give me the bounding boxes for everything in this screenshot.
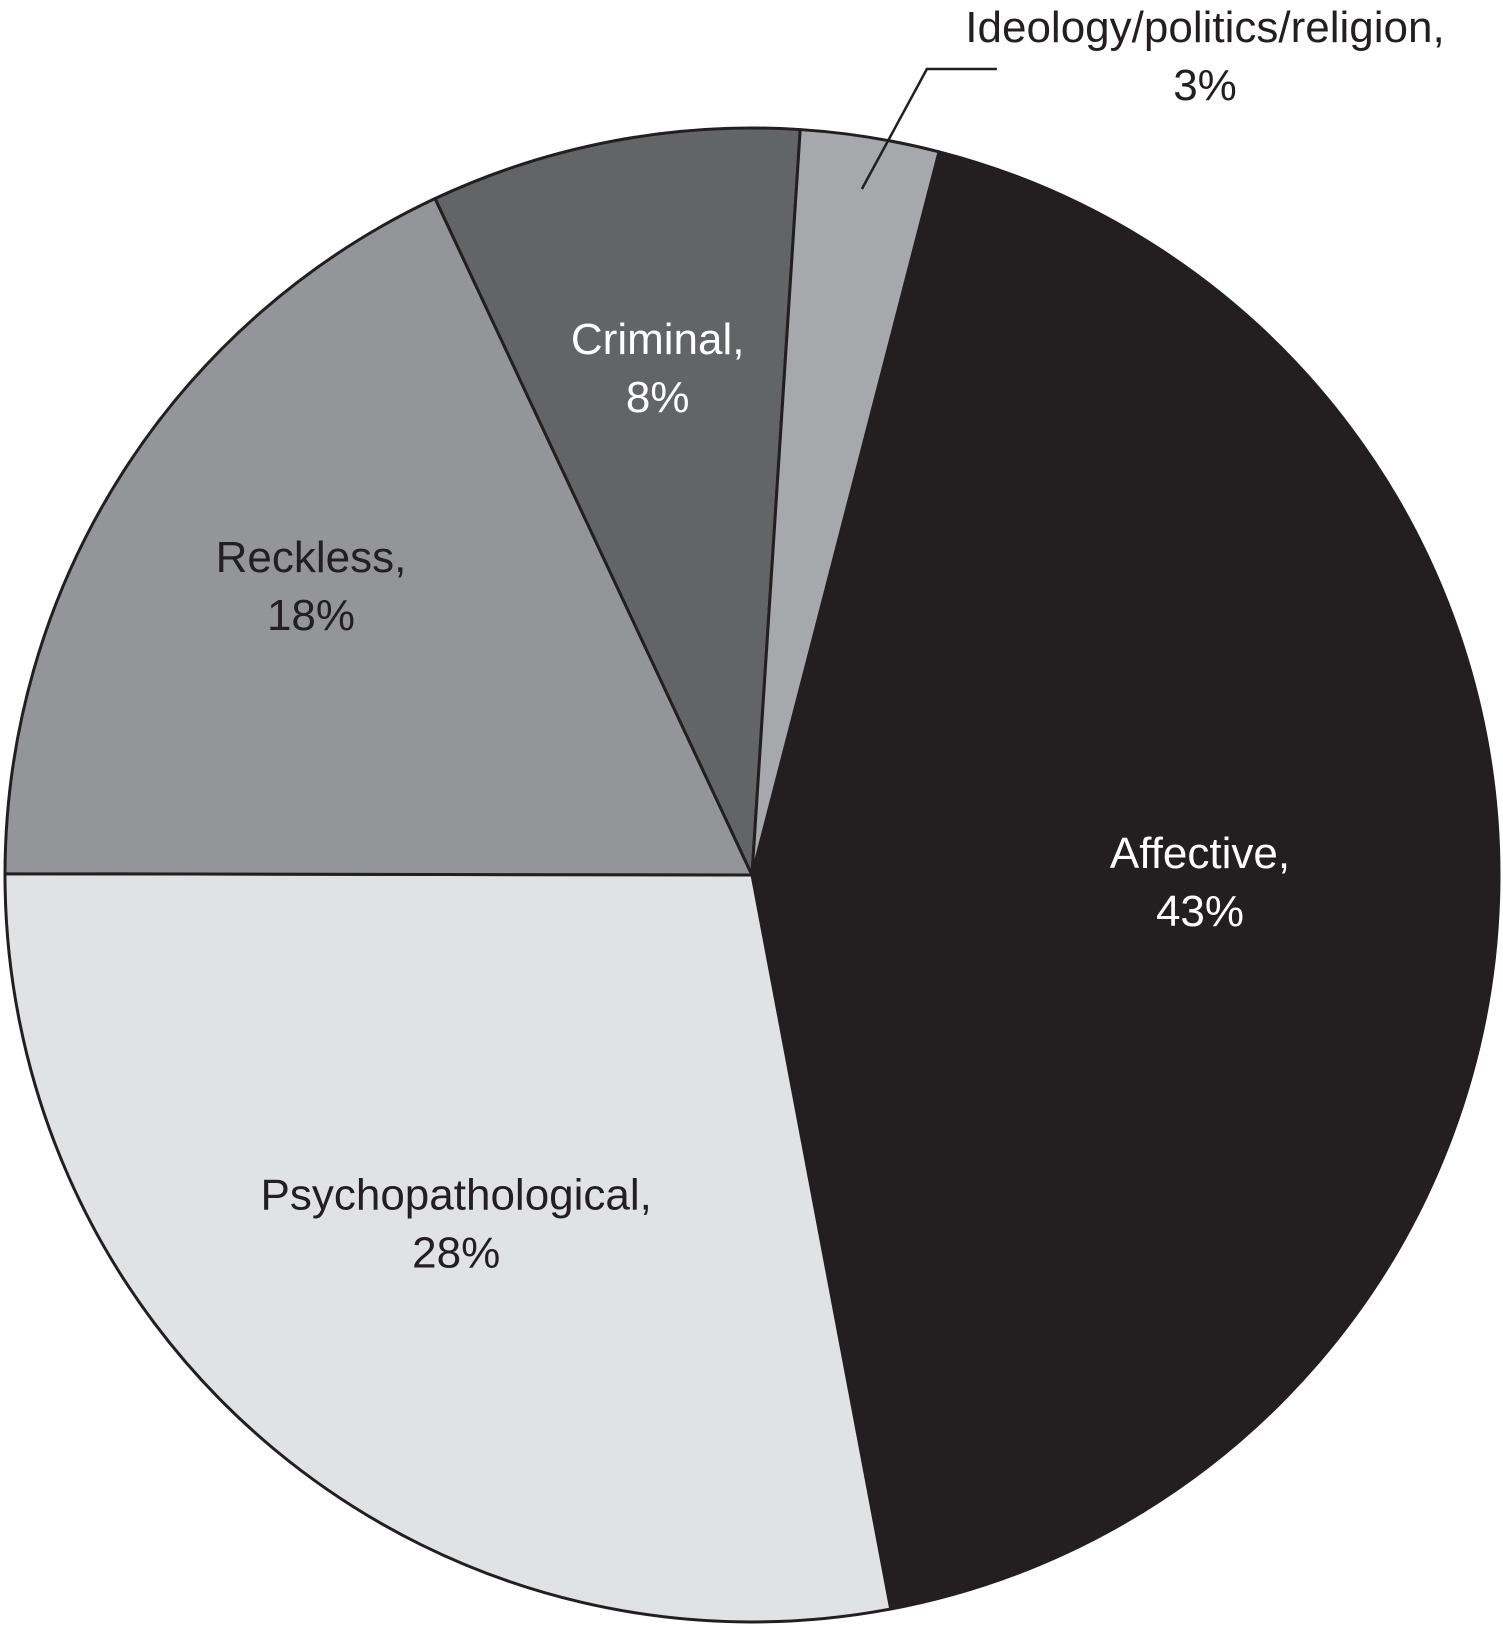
slice-label-reckless: Reckless, [216, 533, 407, 582]
leader-line-ideology-politics-religion [860, 67, 997, 190]
pie-slices [3, 126, 1501, 1624]
pie-slice-criminal [433, 126, 802, 877]
pie-slice-psychopathological [3, 872, 893, 1624]
pie-slice-affective [750, 150, 1501, 1611]
slice-value-criminal: 8% [626, 373, 690, 422]
slice-label-affective: Affective, [1110, 829, 1290, 878]
slice-value-reckless: 18% [267, 591, 355, 640]
slice-value-affective: 43% [1156, 887, 1244, 936]
pie-slice-ideology-politics-religion [750, 128, 941, 877]
slice-value-ideology-politics-religion: 3% [1173, 61, 1237, 110]
slice-label-ideology-politics-religion: Ideology/politics/religion, [965, 3, 1444, 52]
slice-label-criminal: Criminal, [571, 315, 745, 364]
pie-slice-reckless [3, 197, 754, 877]
slice-label-psychopathological: Psychopathological, [261, 1170, 652, 1219]
slice-value-psychopathological: 28% [412, 1228, 500, 1277]
slice-labels: Affective, 43% Psychopathological, 28% Reckl… [216, 3, 1445, 1277]
